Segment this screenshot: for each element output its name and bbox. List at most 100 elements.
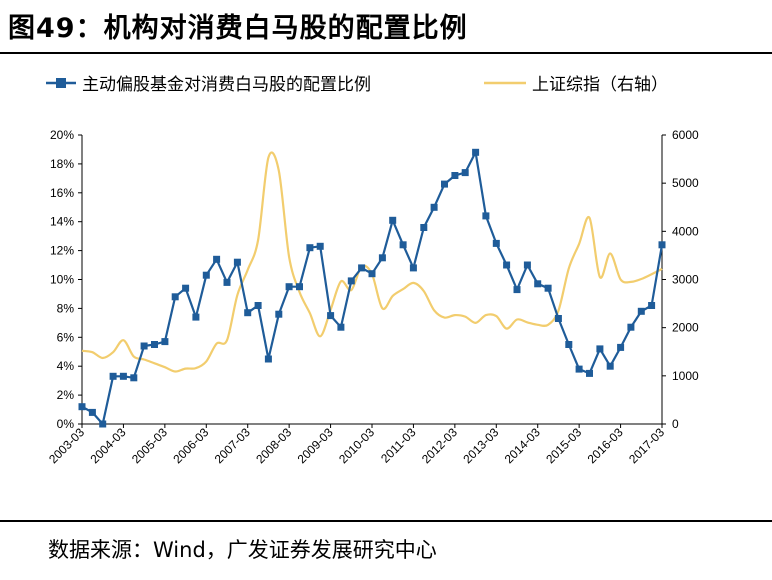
data-point bbox=[420, 224, 428, 231]
y-right-tick-label: 6000 bbox=[672, 128, 699, 142]
data-point bbox=[606, 362, 614, 370]
x-tick-label: 2016-03 bbox=[585, 425, 626, 466]
y-left-tick-label: 10% bbox=[50, 273, 74, 287]
x-tick-label: 2017-03 bbox=[626, 425, 667, 466]
data-point bbox=[88, 408, 96, 416]
data-point bbox=[119, 372, 127, 380]
bottom-rule bbox=[0, 520, 772, 522]
x-axis-ticks: 2003-03 2004-03 2005-03 2006-03 2007-03 2008-… bbox=[46, 424, 667, 466]
data-point bbox=[306, 244, 314, 252]
data-point bbox=[202, 271, 210, 279]
series-line-shanghai-index bbox=[81, 151, 663, 373]
data-point bbox=[430, 203, 438, 211]
x-tick-label: 2007-03 bbox=[212, 425, 253, 466]
y-left-tick-label: 4% bbox=[57, 359, 75, 373]
top-rule bbox=[0, 52, 772, 54]
data-point bbox=[544, 284, 552, 292]
series-shanghai-index bbox=[81, 151, 663, 373]
data-point bbox=[378, 254, 386, 262]
x-tick-label: 2004-03 bbox=[88, 425, 129, 466]
data-point bbox=[441, 180, 448, 188]
data-point bbox=[399, 241, 407, 249]
legend-marker-series1 bbox=[56, 78, 66, 88]
data-point bbox=[109, 372, 117, 380]
data-point bbox=[627, 323, 635, 331]
data-point bbox=[151, 341, 158, 348]
data-point bbox=[264, 355, 272, 363]
y-left-tick-label: 6% bbox=[57, 330, 75, 344]
data-point bbox=[316, 242, 324, 250]
x-tick-label: 2010-03 bbox=[336, 425, 377, 466]
data-point bbox=[233, 258, 241, 266]
x-tick-label: 2005-03 bbox=[129, 425, 170, 466]
x-tick-label: 2006-03 bbox=[170, 425, 211, 466]
data-point bbox=[461, 169, 469, 177]
data-point bbox=[213, 255, 221, 263]
data-point bbox=[161, 338, 169, 346]
y-right-tick-label: 2000 bbox=[672, 321, 699, 335]
y-left-tick-label: 20% bbox=[50, 128, 74, 142]
y-left-tick-label: 0% bbox=[57, 417, 75, 431]
y-left-tick-label: 12% bbox=[50, 244, 74, 258]
x-tick-label: 2012-03 bbox=[419, 425, 460, 466]
y-right-tick-label: 3000 bbox=[672, 273, 699, 287]
y-left-tick-label: 18% bbox=[50, 157, 74, 171]
x-tick-label: 2003-03 bbox=[46, 425, 87, 466]
data-point bbox=[130, 374, 138, 382]
x-tick-label: 2009-03 bbox=[295, 425, 336, 466]
y-right-tick-label: 4000 bbox=[672, 224, 699, 238]
data-point bbox=[513, 286, 521, 294]
y-left-tick-label: 16% bbox=[50, 186, 74, 200]
legend-label-series1: 主动偏股基金对消费白马股的配置比例 bbox=[82, 75, 371, 95]
data-point bbox=[409, 264, 417, 272]
data-point bbox=[637, 307, 645, 315]
legend: 主动偏股基金对消费白马股的配置比例 上证综指（右轴） bbox=[46, 75, 668, 95]
data-point bbox=[99, 420, 107, 428]
data-point bbox=[534, 280, 542, 288]
data-point bbox=[244, 309, 252, 317]
data-point bbox=[223, 278, 231, 286]
y-axis-left-ticks: 0% 2% 4% 6% 8% 10% 12% 14% 16% 18% 20% bbox=[50, 128, 82, 431]
data-point bbox=[658, 241, 666, 249]
data-point bbox=[296, 283, 303, 291]
data-point bbox=[565, 341, 573, 348]
series-line-fund-allocation bbox=[81, 151, 664, 426]
data-point bbox=[192, 313, 200, 321]
data-point bbox=[327, 312, 335, 320]
y-right-tick-label: 1000 bbox=[672, 369, 699, 383]
data-point bbox=[171, 293, 179, 301]
x-tick-label: 2013-03 bbox=[460, 425, 501, 466]
y-left-tick-label: 14% bbox=[50, 215, 74, 229]
chart-area: 主动偏股基金对消费白马股的配置比例 上证综指（右轴） 0% 2% 4% 6% 8% 10%… bbox=[46, 75, 699, 466]
data-point bbox=[389, 216, 397, 224]
data-point bbox=[285, 283, 293, 291]
legend-label-series2: 上证综指（右轴） bbox=[532, 75, 668, 95]
x-tick-label: 2008-03 bbox=[253, 425, 294, 466]
series-fund-allocation bbox=[78, 148, 666, 428]
axes bbox=[81, 135, 663, 425]
data-point bbox=[554, 315, 562, 322]
data-point bbox=[358, 264, 366, 272]
data-point bbox=[472, 148, 480, 156]
source-note: 数据来源：Wind，广发证券发展研究中心 bbox=[48, 538, 437, 562]
data-point bbox=[492, 239, 500, 247]
data-point bbox=[140, 342, 148, 350]
data-point bbox=[78, 403, 86, 411]
data-point bbox=[503, 261, 511, 269]
x-tick-label: 2015-03 bbox=[543, 425, 584, 466]
data-point bbox=[617, 343, 625, 351]
x-tick-label: 2011-03 bbox=[378, 425, 419, 466]
data-point bbox=[254, 302, 262, 309]
data-point bbox=[648, 302, 656, 309]
data-point bbox=[182, 284, 190, 292]
data-point bbox=[523, 261, 531, 269]
data-point bbox=[451, 172, 459, 179]
chart-title: 图49：机构对消费白马股的配置比例 bbox=[8, 13, 468, 44]
y-right-tick-label: 0 bbox=[672, 417, 679, 431]
y-left-tick-label: 2% bbox=[57, 388, 75, 402]
x-tick-label: 2014-03 bbox=[502, 425, 543, 466]
y-left-tick-label: 8% bbox=[57, 301, 75, 315]
data-point bbox=[596, 345, 604, 353]
data-point bbox=[575, 365, 583, 373]
data-point bbox=[337, 323, 345, 331]
